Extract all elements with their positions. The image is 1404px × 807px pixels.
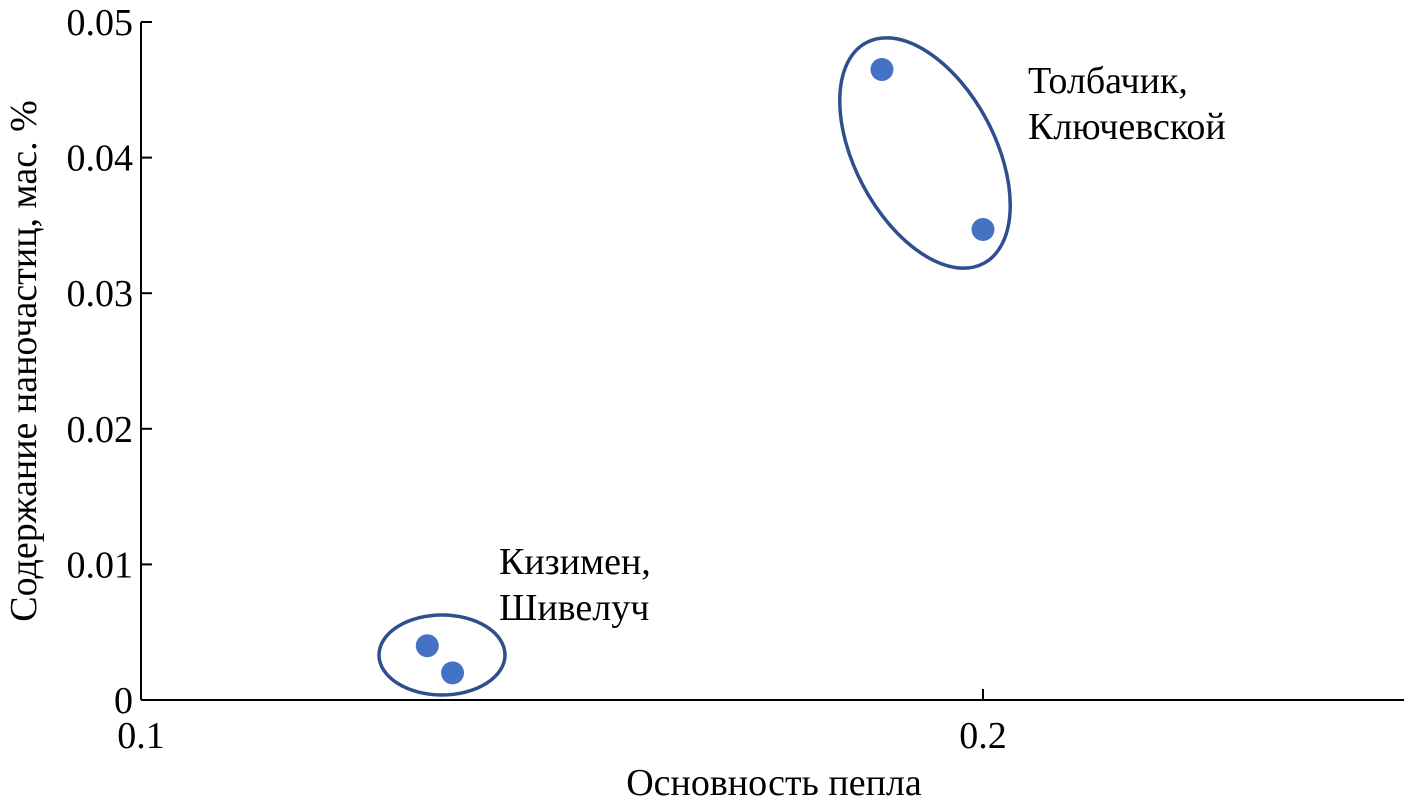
group-label-2-line-2: Ключевской — [1028, 106, 1226, 148]
x-axis-label: Основность пепла — [626, 762, 922, 804]
group-label-2-line-1: Толбачик, — [1028, 60, 1188, 102]
y-tick-label: 0.03 — [67, 273, 134, 315]
group-ellipse-1 — [377, 613, 507, 697]
y-tick-label: 0.04 — [67, 138, 134, 180]
y-tick-label: 0.02 — [67, 409, 134, 451]
axes — [140, 22, 1404, 701]
y-tick-label: 0 — [114, 680, 133, 722]
data-point-4 — [971, 217, 995, 241]
data-point-2 — [441, 661, 465, 685]
group-label-1-line-1: Кизимен, — [499, 541, 651, 583]
data-point-3 — [870, 57, 894, 81]
x-ticks: 0.1 0.2 — [117, 689, 1007, 757]
group-ellipses — [377, 36, 1012, 697]
data-point-1 — [415, 634, 439, 658]
y-tick-label: 0.01 — [67, 544, 134, 586]
x-tick-label: 0.1 — [117, 715, 165, 757]
y-tick-label: 0.05 — [67, 2, 134, 44]
x-tick-label: 0.2 — [959, 715, 1007, 757]
group-label-1-line-2: Шивелуч — [499, 587, 649, 629]
data-points — [415, 57, 995, 685]
y-axis-label: Содержание наночастиц, мас. % — [3, 100, 45, 621]
group-labels: Кизимен,Шивелуч Толбачик,Ключевской — [499, 60, 1226, 629]
group-ellipse-2 — [838, 36, 1012, 270]
y-ticks: 0 0.01 0.02 0.03 0.04 0.05 — [67, 2, 152, 722]
